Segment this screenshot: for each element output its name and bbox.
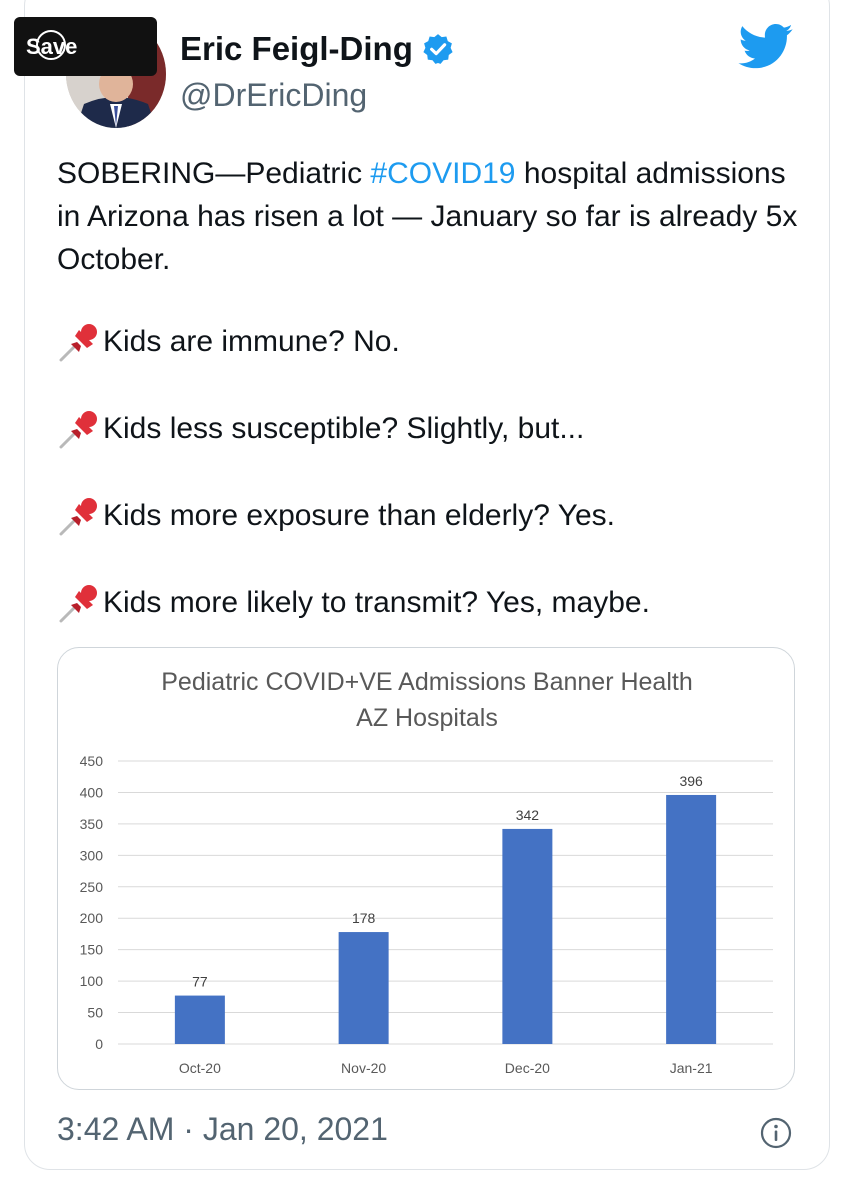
bullet-text-1: Kids are immune? No. — [103, 325, 400, 358]
tweet-text-part2: hospital admissions in Arizona has risen… — [57, 157, 798, 276]
x-tick-label: Dec-20 — [505, 1060, 550, 1076]
pushpin-icon — [59, 498, 97, 536]
x-tick-label: Nov-20 — [341, 1060, 386, 1076]
chart-image[interactable]: Pediatric COVID+VE Admissions Banner Hea… — [57, 647, 795, 1090]
y-tick-label: 50 — [87, 1005, 103, 1021]
bullet-text-3: Kids more exposure than elderly? Yes. — [103, 499, 615, 532]
y-tick-label: 450 — [80, 753, 104, 769]
tweet-timestamp[interactable]: 3:42 AM · Jan 20, 2021 — [57, 1111, 388, 1147]
data-label: 342 — [516, 807, 540, 823]
y-tick-label: 250 — [80, 879, 104, 895]
y-tick-label: 200 — [80, 910, 104, 926]
info-icon[interactable] — [760, 1117, 792, 1149]
data-label: 178 — [352, 910, 376, 926]
hashtag-link[interactable]: #COVID19 — [370, 157, 516, 190]
author-name-row[interactable]: Eric Feigl-Ding — [180, 30, 455, 68]
save-ring-icon — [36, 30, 66, 60]
y-tick-label: 0 — [95, 1036, 103, 1052]
bar-oct-20 — [174, 995, 225, 1044]
y-tick-label: 400 — [80, 784, 104, 800]
chart-title: Pediatric COVID+VE Admissions Banner Hea… — [161, 668, 693, 696]
y-tick-label: 350 — [80, 816, 104, 832]
save-button-label: Save — [26, 33, 78, 59]
bar-dec-20 — [502, 828, 553, 1044]
twitter-bird-icon[interactable] — [738, 24, 794, 70]
bullet-text-2: Kids less susceptible? Slightly, but... — [103, 412, 585, 445]
author-handle[interactable]: @DrEricDing — [180, 77, 368, 113]
y-tick-label: 300 — [80, 847, 104, 863]
y-tick-label: 100 — [80, 973, 104, 989]
bullet-text-4: Kids more likely to transmit? Yes, maybe… — [103, 586, 650, 619]
chart-subtitle: AZ Hospitals — [356, 704, 498, 732]
tweet-text-part1: SOBERING—Pediatric — [57, 157, 371, 190]
bar-chart: 0 50 100 150 200 250 300 350 400 450 77 Oct-20 178 No… — [80, 753, 773, 1076]
pushpin-icon — [59, 585, 97, 623]
bar-jan-21 — [666, 794, 717, 1044]
bullet-line-4: Kids more likely to transmit? Yes, maybe… — [57, 583, 650, 623]
pushpin-icon — [59, 411, 97, 449]
bullet-line-3: Kids more exposure than elderly? Yes. — [57, 496, 615, 536]
y-tick-label: 150 — [80, 942, 104, 958]
pushpin-icon — [59, 324, 97, 362]
x-tick-label: Jan-21 — [670, 1060, 713, 1076]
save-button[interactable]: Save — [14, 17, 157, 76]
data-label: 77 — [192, 974, 208, 990]
bullet-line-1: Kids are immune? No. — [57, 322, 400, 362]
x-tick-label: Oct-20 — [179, 1060, 221, 1076]
verified-badge-icon — [423, 34, 453, 64]
author-name[interactable]: Eric Feigl-Ding — [180, 30, 413, 67]
data-label: 396 — [679, 773, 703, 789]
bullet-line-2: Kids less susceptible? Slightly, but... — [57, 409, 584, 449]
tweet-body: SOBERING—Pediatric #COVID19 hospital adm… — [57, 152, 807, 281]
bar-nov-20 — [338, 932, 389, 1044]
